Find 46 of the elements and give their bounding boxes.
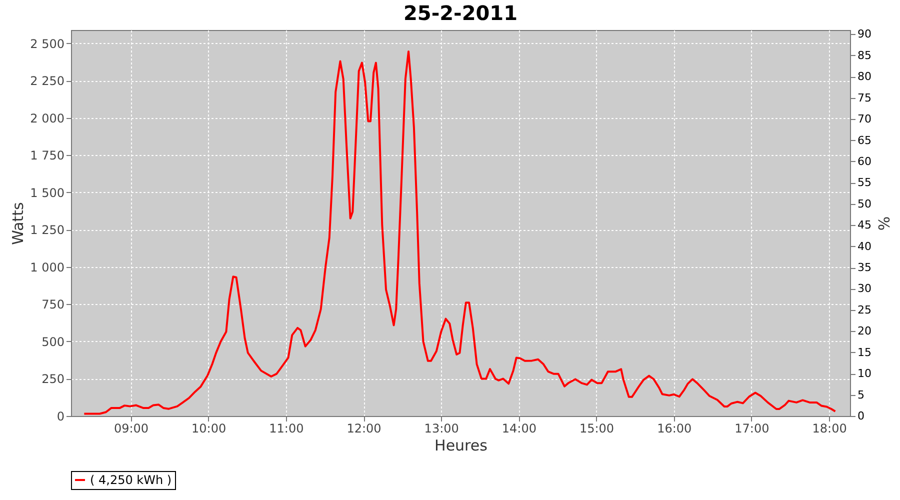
y2-tick-label: 50 (858, 197, 872, 210)
legend-label: ( 4,250 kWh ) (90, 473, 172, 487)
y2-tick-label: 5 (858, 388, 864, 402)
y2-tick-label: 30 (858, 282, 872, 296)
y2-tick-label: 85 (858, 48, 872, 62)
y2-tick-label: 45 (858, 218, 872, 232)
y2-axis-title: % (874, 216, 892, 231)
y2-tick-label: 20 (858, 324, 872, 338)
y-tick-label: 1 500 (30, 186, 64, 200)
y2-tick-label: 55 (858, 176, 872, 190)
chart-title: 25-2-2011 (403, 1, 518, 26)
y2-tick-label: 80 (858, 70, 872, 84)
y-tick-label: 1 750 (30, 148, 64, 163)
x-tick-label: 09:00 (114, 422, 149, 436)
y-tick-label: 1 000 (30, 260, 64, 274)
y-tick-label: 2 250 (30, 74, 64, 88)
x-tick-label: 16:00 (657, 422, 692, 436)
y2-tick-label: 10 (858, 367, 872, 380)
y-tick-label: 2 000 (30, 111, 64, 126)
y-tick-label: 2 500 (30, 36, 64, 51)
y-tick-label: 0 (56, 410, 64, 424)
x-tick-label: 14:00 (502, 422, 536, 436)
y2-tick-label: 15 (858, 346, 872, 359)
y-tick-label: 1 250 (30, 223, 64, 238)
line-series (83, 50, 836, 415)
x-tick-label: 13:00 (424, 422, 459, 436)
y2-tick-label: 40 (858, 240, 872, 253)
y2-tick-label: 25 (858, 303, 872, 316)
y2-tick-label: 60 (858, 154, 872, 168)
x-tick-label: 12:00 (346, 422, 382, 436)
x-tick-label: 15:00 (579, 422, 614, 436)
y-tick-label: 750 (42, 298, 64, 312)
y2-tick-label: 75 (858, 91, 872, 104)
x-tick-label: 17:00 (734, 422, 770, 436)
y-axis-title: Watts (9, 202, 28, 245)
x-tick-label: 10:00 (192, 422, 226, 436)
y2-tick-label: 35 (858, 261, 872, 274)
y2-tick-label: 90 (858, 28, 872, 41)
x-tick-label: 11:00 (269, 422, 304, 436)
y2-tick-label: 65 (858, 134, 872, 147)
y2-tick-label: 0 (858, 410, 864, 422)
y-tick-label: 500 (42, 334, 64, 349)
x-axis-title: Heures (434, 436, 488, 454)
y-tick-label: 250 (42, 372, 64, 386)
y2-tick-label: 70 (858, 112, 872, 126)
x-tick-label: 18:00 (812, 422, 847, 436)
